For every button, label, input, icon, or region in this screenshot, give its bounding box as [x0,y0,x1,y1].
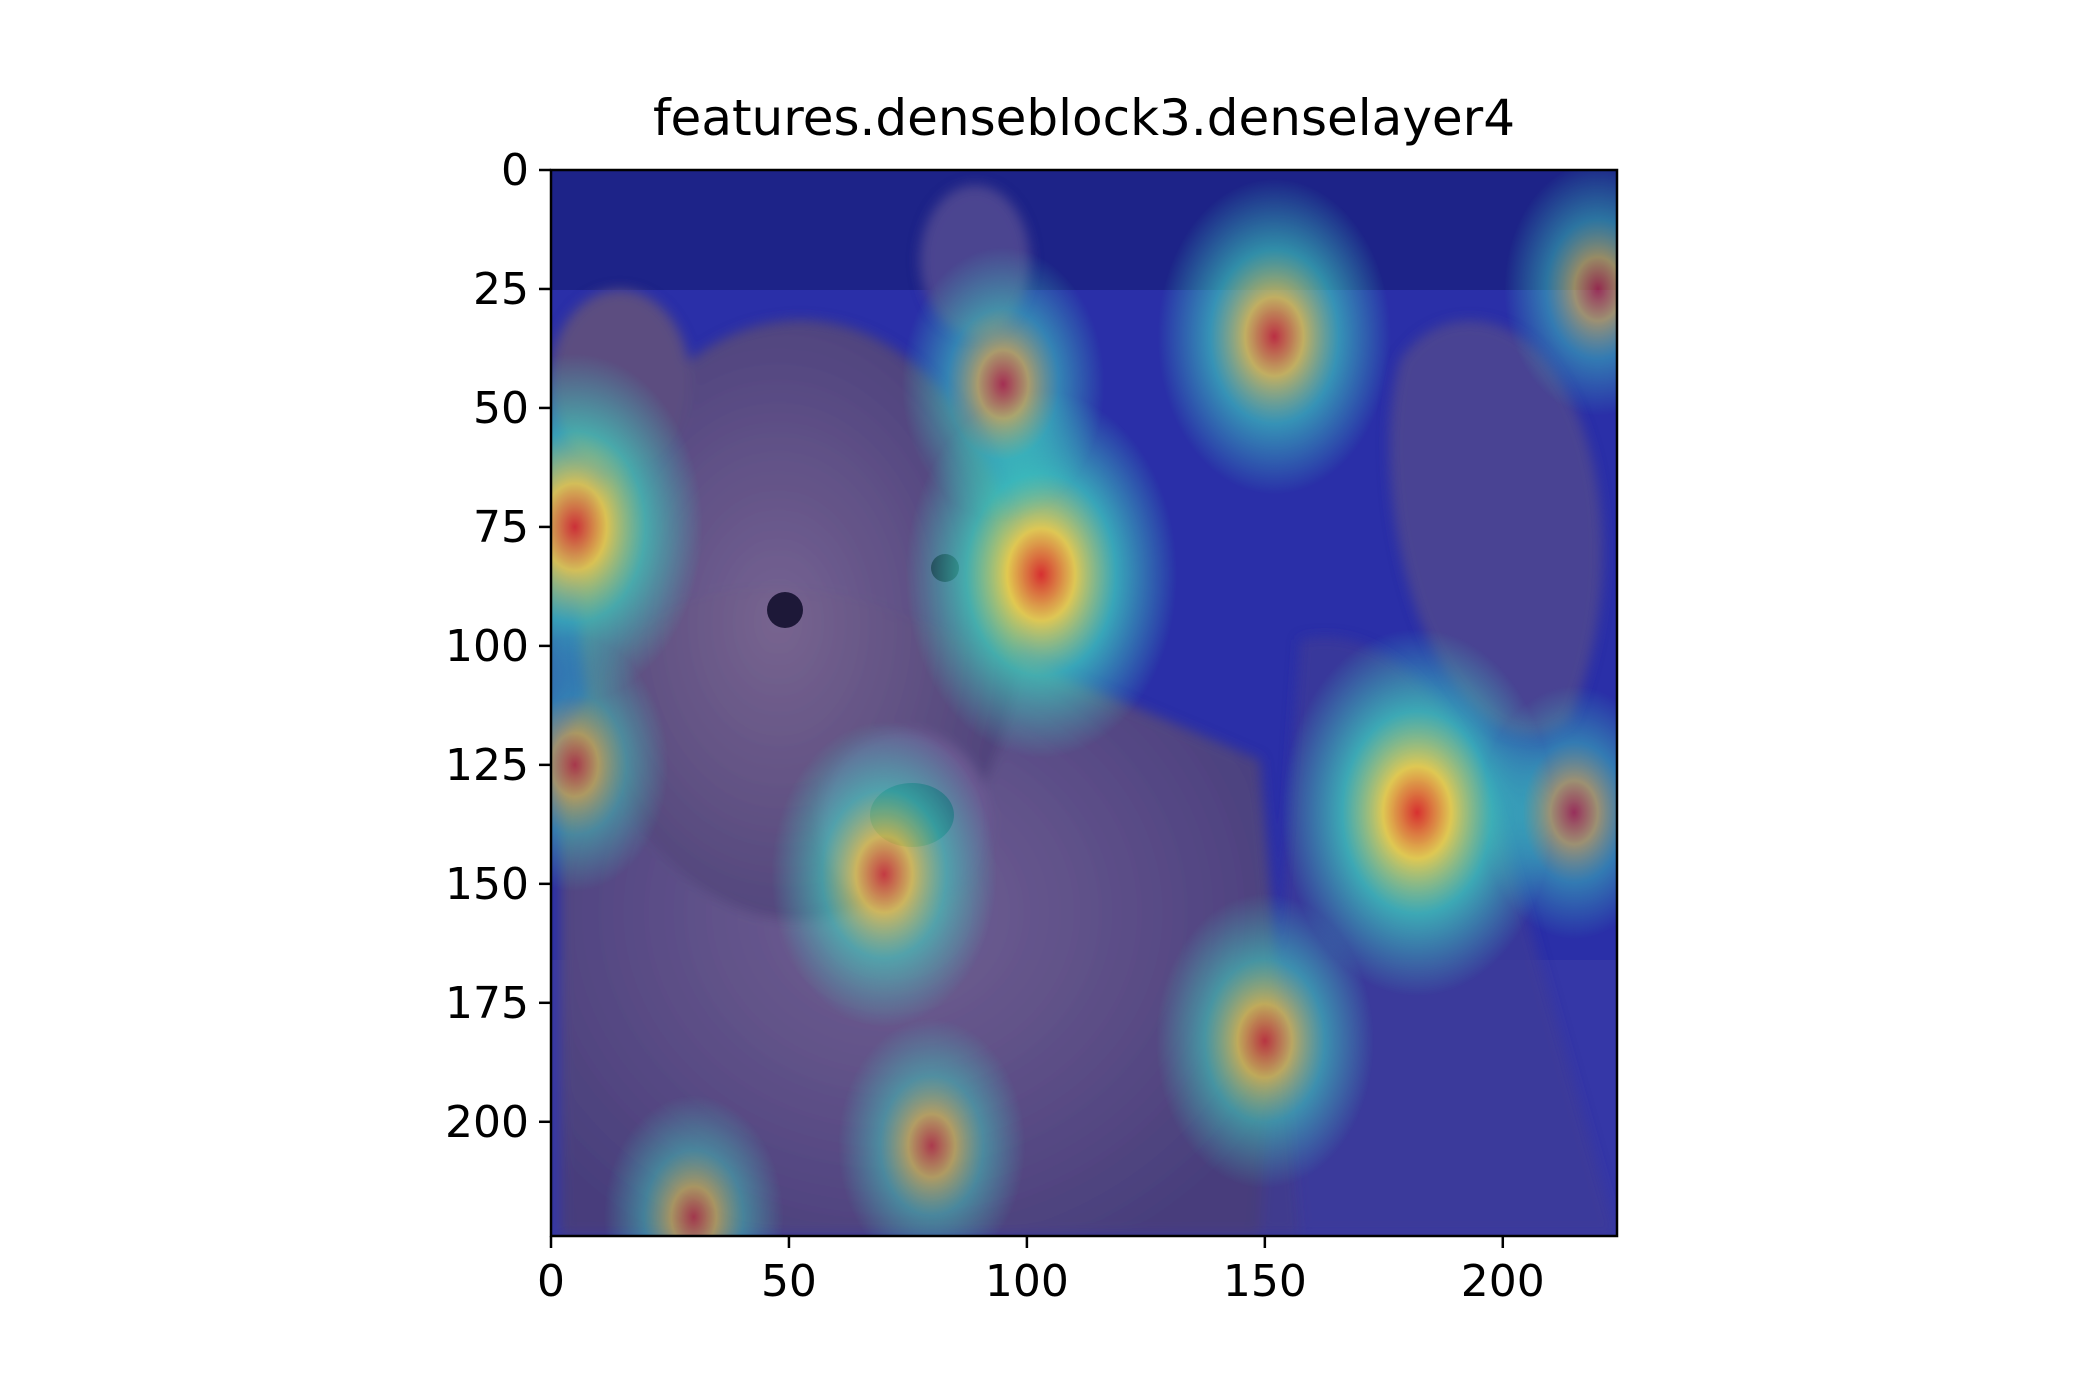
activation-hotspot [551,353,704,701]
y-tick-label: 0 [501,145,529,196]
activation-hotspot [1504,170,1617,417]
activation-hotspot [1157,178,1392,495]
y-tick-label: 175 [445,978,529,1029]
activation-hotspot [837,1018,1026,1236]
activation-hotspot [1281,628,1554,997]
y-tick-label: 100 [445,621,529,672]
activation-hotspot [551,637,669,892]
activation-hotspot [1155,893,1375,1189]
y-axis: 0 25 50 75 100 125 150 175 200 [445,145,551,1148]
y-tick-label: 50 [473,383,529,434]
y-tick-label: 150 [445,859,529,910]
image-top-band [551,170,1617,290]
bear-eye-left [767,592,803,628]
x-tick-label: 200 [1461,1256,1545,1307]
x-tick-label: 50 [761,1256,817,1307]
activation-hotspot [603,1095,784,1236]
x-axis: 0 50 100 150 200 [537,1236,1545,1307]
chart-title: features.denseblock3.denselayer4 [653,89,1515,147]
x-tick-label: 150 [1223,1256,1307,1307]
axes-frame [549,168,1619,1238]
heatmap-image [551,170,1617,1236]
x-tick-label: 100 [985,1256,1069,1307]
y-tick-label: 25 [473,264,529,315]
y-tick-label: 75 [473,502,529,553]
y-tick-label: 125 [445,740,529,791]
activation-hotspots [551,170,1617,1236]
activation-hotspot [1480,685,1617,940]
activation-hotspot [771,721,998,1028]
y-tick-label: 200 [445,1097,529,1148]
activation-hotspot [901,246,1105,522]
x-tick-label: 0 [537,1256,565,1307]
